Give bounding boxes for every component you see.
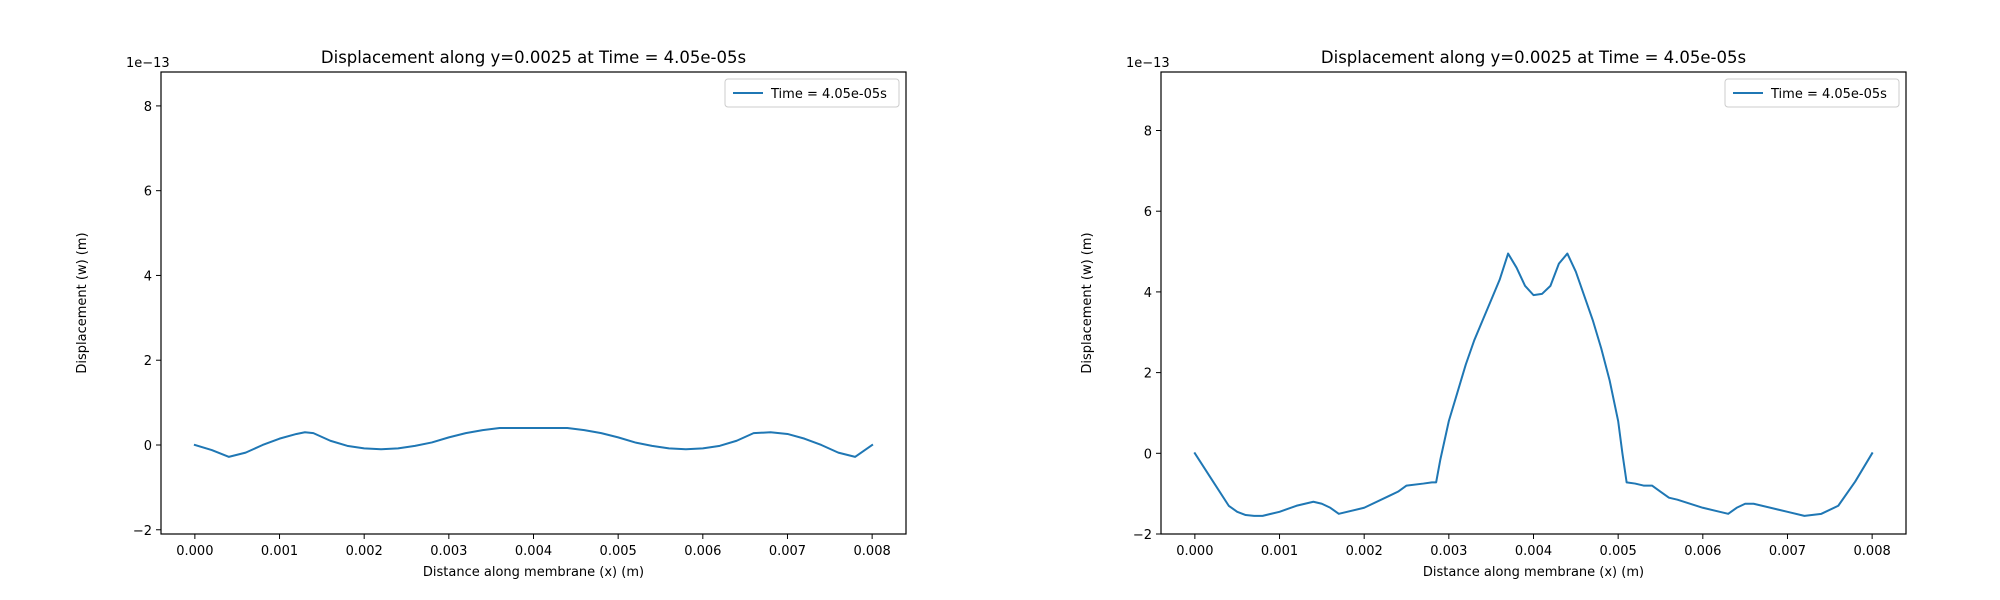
series-line bbox=[1193, 252, 1874, 517]
x-tick-label: 0.008 bbox=[1854, 544, 1891, 559]
x-tick-label: 0.007 bbox=[769, 544, 806, 559]
chart-title: Displacement along y=0.0025 at Time = 4.… bbox=[321, 48, 746, 67]
plot-area bbox=[160, 71, 907, 535]
x-tick-label: 0.000 bbox=[1176, 544, 1213, 559]
x-tick-label: 0.004 bbox=[1515, 544, 1552, 559]
legend: Time = 4.05e-05s bbox=[724, 78, 900, 108]
y-tick-label: 8 bbox=[1144, 125, 1152, 140]
x-tick-label: 0.003 bbox=[1430, 544, 1467, 559]
chart-marks: 0.000 0.001 0.002 0.003 0.004 0.005 0.006 0.007… bbox=[1133, 125, 1891, 559]
chart-marks: 0.000 0.001 0.002 0.003 0.004 0.005 0.006 0.007… bbox=[133, 100, 891, 559]
y-tick-label: −2 bbox=[133, 524, 152, 539]
x-tick-label: 0.001 bbox=[261, 544, 298, 559]
chart-right: 0.000 0.001 0.002 0.003 0.004 0.005 0.006 0.007… bbox=[1080, 48, 1907, 580]
legend-frame bbox=[1724, 78, 1900, 108]
plot-area bbox=[1160, 71, 1907, 535]
y-axis-label: Displacement (w) (m) bbox=[1080, 232, 1095, 373]
x-tick-label: 0.006 bbox=[1684, 544, 1721, 559]
y-tick-label: 6 bbox=[1144, 205, 1152, 220]
y-tick-label: 6 bbox=[144, 185, 152, 200]
x-tick-label: 0.002 bbox=[1346, 544, 1383, 559]
x-tick-label: 0.004 bbox=[515, 544, 552, 559]
x-tick-label: 0.006 bbox=[684, 544, 721, 559]
y-offset-label: 1e−13 bbox=[126, 56, 170, 71]
legend-frame bbox=[724, 78, 900, 108]
y-tick-label: 4 bbox=[144, 269, 152, 284]
x-tick-label: 0.000 bbox=[176, 544, 213, 559]
series-line bbox=[193, 427, 874, 458]
legend-label: Time = 4.05e-05s bbox=[1770, 87, 1887, 102]
x-axis-label: Distance along membrane (x) (m) bbox=[423, 565, 644, 580]
y-tick-label: 0 bbox=[1144, 447, 1152, 462]
y-tick-label: 8 bbox=[144, 100, 152, 115]
x-tick-label: 0.008 bbox=[854, 544, 891, 559]
legend: Time = 4.05e-05s bbox=[1724, 78, 1900, 108]
chart-title: Displacement along y=0.0025 at Time = 4.… bbox=[1321, 48, 1746, 67]
y-tick-label: 0 bbox=[144, 439, 152, 454]
y-tick-label: 2 bbox=[144, 354, 152, 369]
x-tick-label: 0.005 bbox=[1600, 544, 1637, 559]
x-tick-label: 0.002 bbox=[346, 544, 383, 559]
chart-left: 0.000 0.001 0.002 0.003 0.004 0.005 0.006 0.007… bbox=[75, 48, 907, 580]
x-tick-label: 0.001 bbox=[1261, 544, 1298, 559]
y-offset-label: 1e−13 bbox=[1126, 56, 1170, 71]
x-axis-label: Distance along membrane (x) (m) bbox=[1423, 565, 1644, 580]
x-tick-label: 0.007 bbox=[1769, 544, 1806, 559]
x-tick-label: 0.005 bbox=[600, 544, 637, 559]
legend-label: Time = 4.05e-05s bbox=[770, 87, 887, 102]
y-tick-label: 2 bbox=[1144, 367, 1152, 382]
y-tick-label: 4 bbox=[1144, 286, 1152, 301]
x-tick-label: 0.003 bbox=[430, 544, 467, 559]
y-tick-label: −2 bbox=[1133, 528, 1152, 543]
y-axis-label: Displacement (w) (m) bbox=[75, 232, 90, 373]
